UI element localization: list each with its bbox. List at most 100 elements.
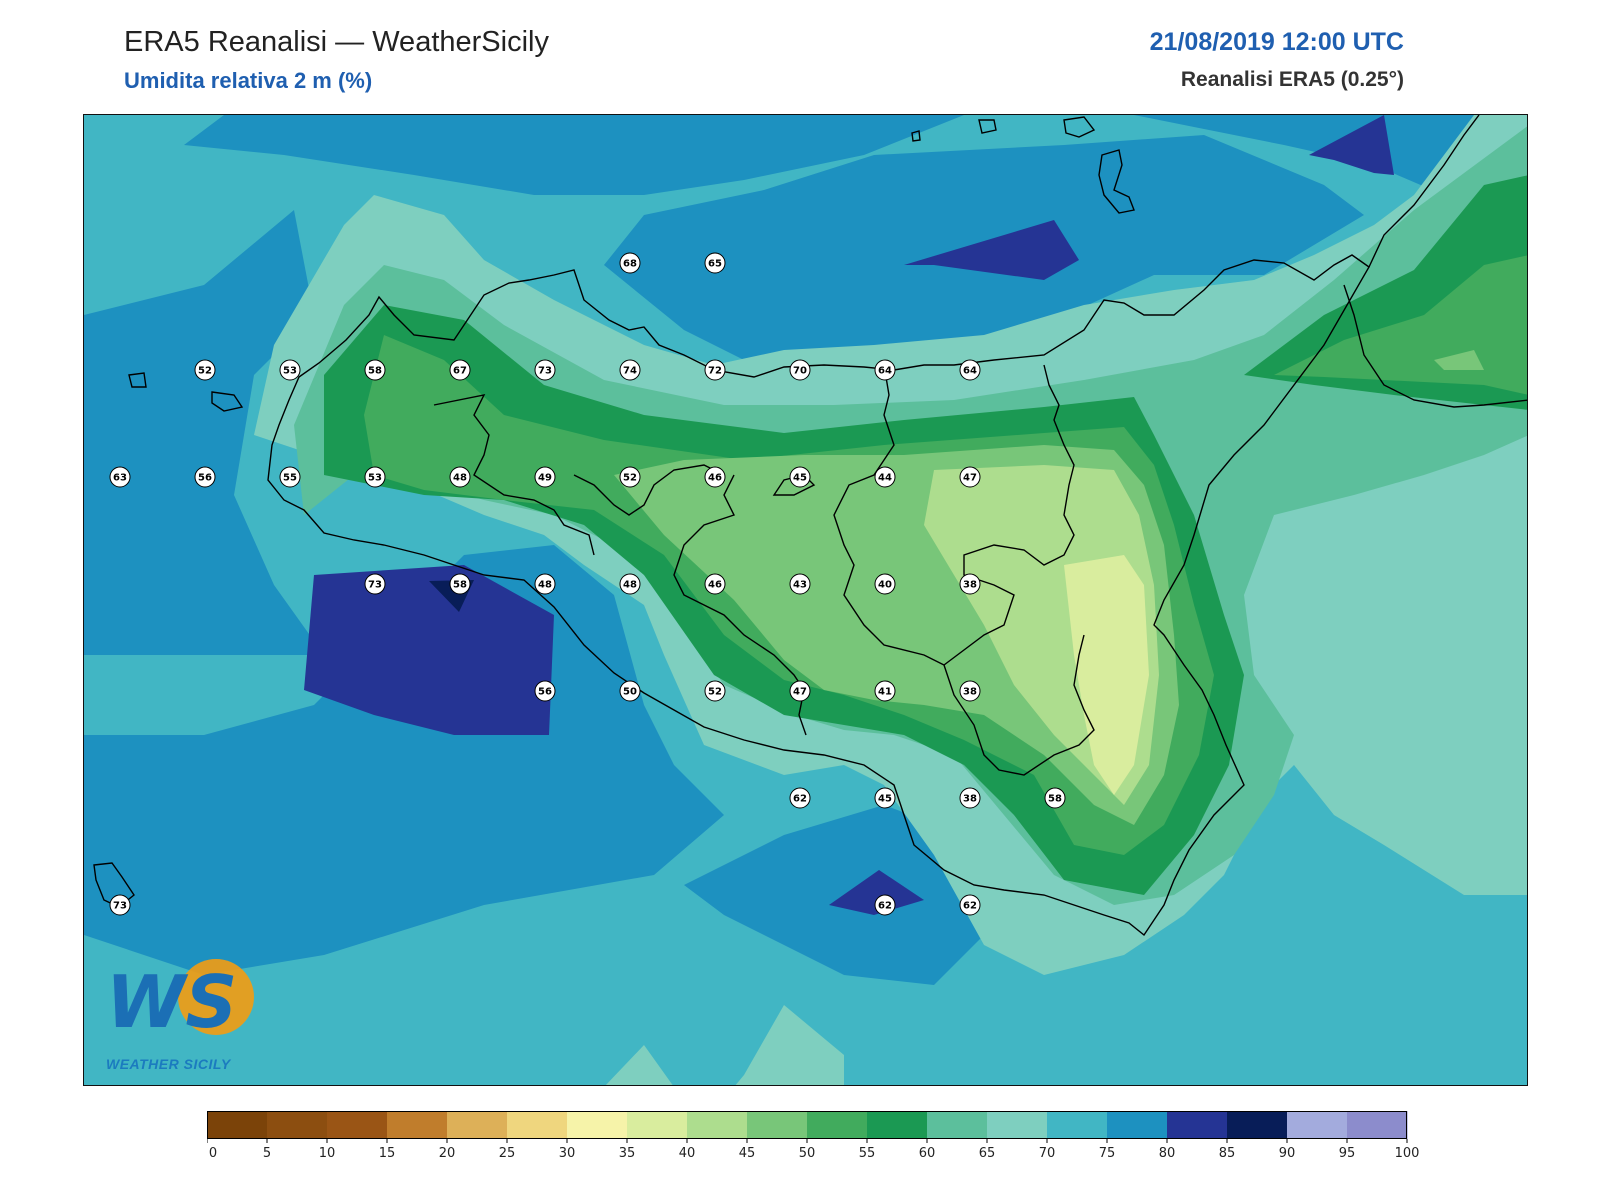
station-value: 48 <box>623 580 637 591</box>
colorbar-segment <box>387 1111 448 1139</box>
station-value: 56 <box>538 687 552 698</box>
coastlines <box>267 115 1527 937</box>
station-marker: 38 <box>959 680 981 702</box>
colorbar-segment <box>927 1111 988 1139</box>
station-marker: 41 <box>874 680 896 702</box>
station-circle <box>449 573 471 595</box>
colorbar-tick-label: 65 <box>979 1146 996 1161</box>
station-marker: 44 <box>874 466 896 488</box>
colorbar: 0 5 10 15 20 25 30 35 40 45 50 55 60 65 70 75 80 85 90 95 10… <box>206 1111 1427 1176</box>
valid-datetime: 21/08/2019 12:00 UTC <box>1149 28 1404 56</box>
colorbar-tick-label: 15 <box>379 1146 396 1161</box>
station-circle <box>364 359 386 381</box>
station-circle <box>704 573 726 595</box>
station-marker: 68 <box>619 252 641 274</box>
station-marker: 72 <box>704 359 726 381</box>
station-circle <box>449 466 471 488</box>
station-value: 63 <box>113 473 127 484</box>
station-circle <box>874 787 896 809</box>
colorbar-segment <box>1287 1111 1348 1139</box>
logo-wordmark: WEATHER SICILY <box>106 1056 231 1072</box>
station-marker: 73 <box>534 359 556 381</box>
station-circle <box>959 680 981 702</box>
station-marker: 62 <box>789 787 811 809</box>
station-circle <box>789 680 811 702</box>
station-circle <box>789 359 811 381</box>
humidity-map: 68 65 52 53 58 67 73 74 72 70 64 64 63 56 55 53 48 49 52 46… <box>83 114 1528 1086</box>
station-circle <box>449 359 471 381</box>
data-source: Reanalisi ERA5 (0.25°) <box>1180 68 1404 91</box>
station-marker: 52 <box>619 466 641 488</box>
station-value: 53 <box>283 366 297 377</box>
colorbar-tick-label: 35 <box>619 1146 636 1161</box>
station-circle <box>279 359 301 381</box>
station-value: 73 <box>538 366 552 377</box>
station-value: 62 <box>878 901 892 912</box>
colorbar-tick-label: 80 <box>1159 1146 1176 1161</box>
station-value: 38 <box>963 687 977 698</box>
station-value: 45 <box>793 473 807 484</box>
station-value: 58 <box>368 366 382 377</box>
colorbar-tick-label: 50 <box>799 1146 816 1161</box>
colorbar-tick-label: 20 <box>439 1146 456 1161</box>
colorbar-tick-label: 95 <box>1339 1146 1356 1161</box>
map-canvas: 68 65 52 53 58 67 73 74 72 70 64 64 63 56 55 53 48 49 52 46… <box>84 115 1527 1085</box>
station-circle <box>959 573 981 595</box>
station-circle <box>534 680 556 702</box>
station-circle <box>109 466 131 488</box>
field-80-85 <box>304 115 1394 915</box>
station-circle <box>874 680 896 702</box>
station-circle <box>534 359 556 381</box>
colorbar-tick-label: 70 <box>1039 1146 1056 1161</box>
colorbar-segment <box>807 1111 868 1139</box>
station-marker: 62 <box>874 894 896 916</box>
station-value: 62 <box>793 794 807 805</box>
station-values: 68 65 52 53 58 67 73 74 72 70 64 64 63 56 55 53 48 49 52 46… <box>109 252 1066 916</box>
station-marker: 43 <box>789 573 811 595</box>
colorbar-tick-label: 75 <box>1099 1146 1116 1161</box>
station-value: 68 <box>623 259 637 270</box>
station-circle <box>1044 787 1066 809</box>
station-circle <box>789 573 811 595</box>
colorbar-tick-label: 90 <box>1279 1146 1296 1161</box>
station-circle <box>874 466 896 488</box>
station-marker: 64 <box>959 359 981 381</box>
colorbar-tick-label: 60 <box>919 1146 936 1161</box>
variable-subtitle: Umidita relativa 2 m (%) <box>124 68 373 93</box>
colorbar-tick-label: 25 <box>499 1146 516 1161</box>
station-marker: 53 <box>364 466 386 488</box>
station-value: 73 <box>113 901 127 912</box>
station-marker: 47 <box>789 680 811 702</box>
station-value: 52 <box>198 366 212 377</box>
colorbar-segment <box>507 1111 568 1139</box>
station-value: 53 <box>368 473 382 484</box>
station-value: 73 <box>368 580 382 591</box>
station-circle <box>704 359 726 381</box>
station-value: 52 <box>623 473 637 484</box>
colorbar-segment <box>687 1111 748 1139</box>
station-value: 48 <box>453 473 467 484</box>
colorbar-svg: 0 5 10 15 20 25 30 35 40 45 50 55 60 65 70 75 80 85 90 95 10… <box>206 1111 1419 1161</box>
station-circle <box>534 466 556 488</box>
colorbar-segment <box>1047 1111 1108 1139</box>
station-circle <box>704 466 726 488</box>
station-value: 64 <box>878 366 892 377</box>
station-value: 49 <box>538 473 552 484</box>
station-marker: 65 <box>704 252 726 274</box>
station-circle <box>194 466 216 488</box>
station-marker: 67 <box>449 359 471 381</box>
logo-letters: WS <box>106 960 237 1044</box>
station-circle <box>959 466 981 488</box>
station-circle <box>619 466 641 488</box>
station-circle <box>874 573 896 595</box>
station-marker: 62 <box>959 894 981 916</box>
station-marker: 74 <box>619 359 641 381</box>
map-title: ERA5 Reanalisi — WeatherSicily <box>124 26 549 58</box>
station-marker: 73 <box>109 894 131 916</box>
station-circle <box>364 466 386 488</box>
station-value: 46 <box>708 473 722 484</box>
station-marker: 49 <box>534 466 556 488</box>
colorbar-tick-label: 45 <box>739 1146 756 1161</box>
station-value: 56 <box>198 473 212 484</box>
station-value: 46 <box>708 580 722 591</box>
